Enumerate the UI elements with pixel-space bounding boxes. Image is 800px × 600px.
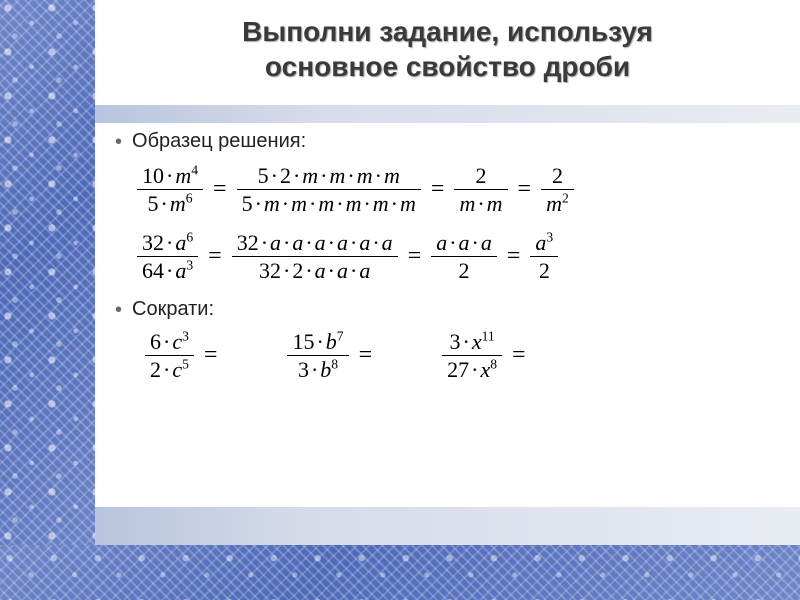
equals-sign: = (497, 243, 531, 270)
bullet-dot-icon: • (115, 298, 122, 322)
ex2-f2-num: 32·a·a·a·a·a·a (232, 231, 398, 254)
task-1: 6·c3 2·c5 (145, 330, 194, 381)
t2-den: 3·b8 (293, 358, 343, 381)
slide: Выполни задание, используя основное свой… (0, 0, 800, 600)
ex1-f1-den: 5·m6 (143, 192, 198, 215)
bullet-task: • Сократи: (115, 298, 775, 322)
example-1: 10·m4 5·m6 = 5·2·m·m·m·m 5·m·m·m·m·m·m =… (137, 164, 775, 215)
equals-sign: = (194, 342, 228, 369)
bullet-example-label: Образец решения: (132, 130, 306, 153)
ex1-frac1: 10·m4 5·m6 (137, 164, 203, 215)
ex2-frac2: 32·a·a·a·a·a·a 32·2·a·a·a (232, 231, 398, 282)
ex2-frac4: a3 2 (530, 231, 558, 282)
task-3: 3·x11 27·x8 (442, 330, 502, 381)
equals-sign: = (502, 342, 536, 369)
t1-num: 6·c3 (145, 330, 194, 353)
ex1-f2-num: 5·2·m·m·m·m (253, 164, 405, 187)
ex2-f4-den: 2 (534, 259, 555, 282)
example-2: 32·a6 64·a3 = 32·a·a·a·a·a·a 32·2·a·a·a … (137, 231, 775, 282)
content-area: • Образец решения: 10·m4 5·m6 = 5·2·m·m·… (115, 130, 775, 382)
equals-sign: = (349, 342, 383, 369)
ex2-frac3: a·a·a 2 (431, 231, 497, 282)
bullet-dot-icon: • (115, 130, 122, 154)
ex1-f2-den: 5·m·m·m·m·m·m (237, 192, 421, 215)
slide-title: Выполни задание, используя основное свой… (95, 14, 800, 84)
pattern-left (0, 0, 95, 600)
pattern-bottom (0, 545, 800, 600)
ex2-f2-den: 32·2·a·a·a (254, 259, 375, 282)
t3-den: 27·x8 (442, 358, 502, 381)
separator-bar-top (95, 105, 800, 123)
equals-sign: = (203, 176, 237, 203)
ex2-f1-den: 64·a3 (137, 259, 198, 282)
ex2-f3-den: 2 (454, 259, 475, 282)
ex1-f3-num: 2 (470, 164, 491, 187)
ex1-frac4: 2 m2 (541, 164, 574, 215)
ex1-frac2: 5·2·m·m·m·m 5·m·m·m·m·m·m (237, 164, 421, 215)
ex2-f3-num: a·a·a (431, 231, 497, 254)
ex2-f1-num: 32·a6 (137, 231, 198, 254)
t1-den: 2·c5 (145, 358, 194, 381)
bullet-example: • Образец решения: (115, 130, 775, 154)
equals-sign: = (398, 243, 432, 270)
title-line-1: Выполни задание, используя (242, 16, 653, 47)
ex2-frac1: 32·a6 64·a3 (137, 231, 198, 282)
tasks-row: 6·c3 2·c5 = 15·b7 3·b8 = 3·x11 27·x8 (145, 330, 775, 381)
t2-num: 15·b7 (287, 330, 348, 353)
ex1-f4-num: 2 (547, 164, 568, 187)
ex1-frac3: 2 m·m (454, 164, 507, 215)
ex1-f4-den: m2 (541, 192, 574, 215)
ex1-f1-num: 10·m4 (137, 164, 203, 187)
separator-bar-bottom (95, 507, 800, 545)
task-2: 15·b7 3·b8 (287, 330, 348, 381)
title-line-2: основное свойство дроби (265, 51, 630, 82)
equals-sign: = (508, 176, 542, 203)
t3-num: 3·x11 (444, 330, 499, 353)
equals-sign: = (198, 243, 232, 270)
equals-sign: = (421, 176, 455, 203)
ex2-f4-num: a3 (530, 231, 558, 254)
ex1-f3-den: m·m (454, 192, 507, 215)
bullet-task-label: Сократи: (132, 298, 214, 321)
